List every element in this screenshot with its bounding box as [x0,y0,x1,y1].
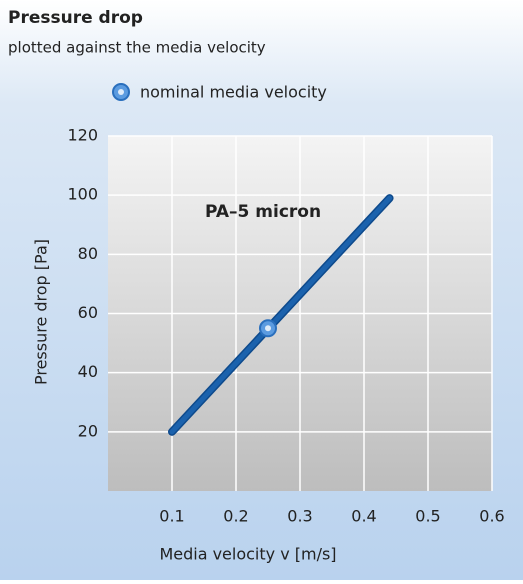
y-tick-label: 100 [67,185,98,204]
y-tick-label: 120 [67,126,98,145]
y-tick-label: 60 [78,303,98,322]
x-tick-label: 0.3 [287,507,312,526]
line [169,195,393,435]
chart-subtitle: plotted against the media velocity [8,39,266,57]
x-tick-label: 0.2 [223,507,248,526]
y-tick-label: 20 [78,421,98,440]
y-axis-label: Pressure drop [Pa] [32,239,51,385]
x-tick-label: 0.5 [415,507,440,526]
x-tick-label: 0.4 [351,507,376,526]
x-tick-label: 0.1 [159,507,184,526]
legend-label: nominal media velocity [140,83,327,102]
y-tick-label: 40 [78,362,98,381]
x-axis-label: Media velocity v [m/s] [159,545,336,564]
annotation: PA–5 micron [205,202,321,222]
legend-marker-inner [118,89,124,95]
x-tick-label: 0.6 [479,507,504,526]
nominal-point-inner [265,325,271,332]
chart-title: Pressure drop [8,8,143,28]
y-tick-label: 80 [78,244,98,263]
